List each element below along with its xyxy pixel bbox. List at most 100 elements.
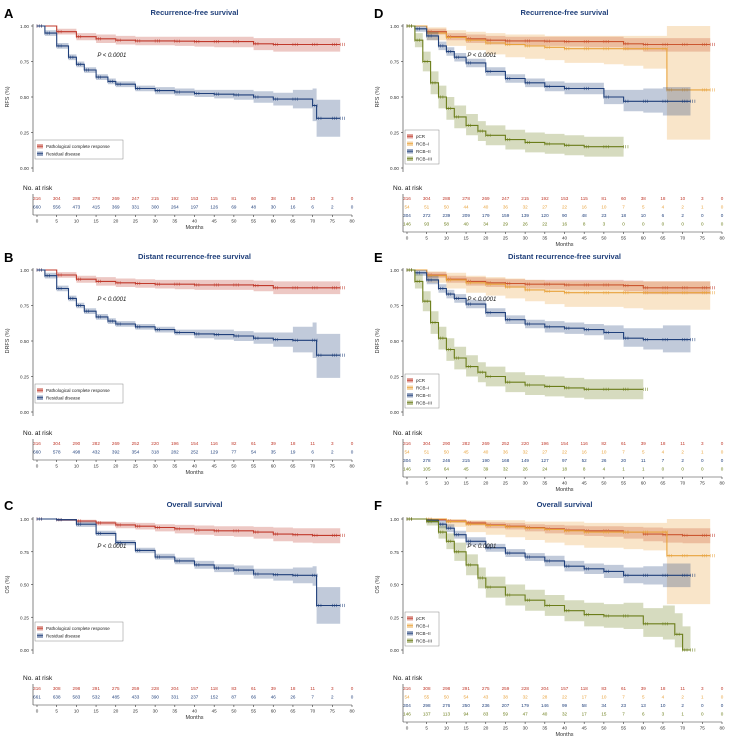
y-axis-label: RFS (%) [375,86,381,107]
y-tick-label: 0.50 [20,339,29,344]
x-tick-label: 20 [113,464,119,469]
series-pcr [406,24,715,52]
x-axis-label: Months [185,470,203,476]
x-axis-label: Months [185,715,203,721]
risk-count: 288 [443,196,451,201]
risk-count: 0 [721,205,724,210]
risk-count: 52 [582,458,588,463]
survival-line [407,269,691,341]
ci-band [37,519,341,624]
risk-count: 660 [33,450,41,455]
risk-count: 2 [681,205,684,210]
p-value: P < 0.0001 [467,544,496,550]
risk-count: 44 [464,205,470,210]
y-tick-label: 0.25 [390,615,399,620]
x-tick-label: 30 [153,464,159,469]
risk-count: 10 [660,703,666,708]
risk-count: 556 [53,205,61,210]
ci-band [407,26,691,116]
risk-count: 304 [423,441,431,446]
panel-d: D Recurrence-free survival 0.00 0.25 0.50 0.7… [374,6,725,248]
risk-count: 118 [211,686,219,691]
risk-count: 3 [701,686,704,691]
risk-count: 304 [53,196,61,201]
x-tick-label: 20 [113,219,119,224]
legend-label: RCB−I [416,386,429,391]
x-tick-label: 60 [271,219,277,224]
x-tick-label: 50 [601,726,607,731]
ci-band [407,270,711,310]
risk-count: 269 [482,196,490,201]
risk-count: 34 [601,703,607,708]
x-tick-label: 0 [406,726,409,731]
risk-count: 116 [211,441,219,446]
risk-count: 250 [462,703,470,708]
panel-a: A Recurrence-free survival 0.00 0.25 0.50 0.7… [4,6,355,231]
legend-label: RCB−II [416,149,431,154]
panel-e: E Distant recurrence-free survival 0.00 0.2… [374,250,725,493]
risk-count: 11 [680,686,685,691]
risk-count: 638 [53,695,61,700]
risk-count: 331 [171,695,179,700]
x-tick-label: 70 [680,726,686,731]
x-tick-label: 80 [719,481,725,486]
risk-count: 60 [621,196,627,201]
risk-count: 318 [151,450,159,455]
y-tick-label: 0.00 [390,410,399,415]
risk-count: 4 [662,205,665,210]
risk-count: 26 [601,458,607,463]
risk-count: 308 [423,686,431,691]
risk-count: 51 [424,450,430,455]
x-tick-label: 10 [444,236,450,241]
risk-count: 316 [33,196,41,201]
risk-count: 8 [583,467,586,472]
risk-row-rd: 660 556 473 415 369 331 300 264 197 126 69 48 30 16 6 2… [33,205,354,210]
risk-count: 220 [521,441,529,446]
risk-count: 1 [701,450,704,455]
y-tick-label: 1.00 [20,517,29,522]
risk-count: 82 [231,441,237,446]
x-tick-label: 60 [271,464,277,469]
risk-count: 0 [701,712,704,717]
risk-count: 83 [601,686,607,691]
x-tick-label: 20 [113,709,119,714]
risk-count: 47 [523,712,529,717]
ci-band [407,519,691,588]
risk-count: 11 [310,441,315,446]
risk-count: 23 [601,213,607,218]
risk-count: 36 [503,450,509,455]
risk-count: 149 [521,458,529,463]
x-tick-label: 0 [36,464,39,469]
risk-count: 54 [464,695,470,700]
risk-count: 7 [622,450,625,455]
risk-count: 272 [423,213,431,218]
x-axis-label: Months [555,242,573,248]
risk-count: 204 [171,686,179,691]
risk-count: 39 [641,441,647,446]
risk-count: 0 [701,213,704,218]
risk-count: 2 [681,703,684,708]
y-tick-label: 0.50 [20,583,29,588]
risk-count: 2 [681,450,684,455]
risk-count: 18 [562,467,568,472]
risk-count: 304 [403,458,411,463]
y-tick-label: 1.00 [20,24,29,29]
risk-count: 61 [621,441,627,446]
y-tick-label: 0.75 [390,304,399,309]
risk-count: 115 [581,196,589,201]
risk-count: 316 [403,196,411,201]
x-tick-label: 45 [212,709,218,714]
risk-count: 61 [251,441,257,446]
risk-table-title: No. at risk [23,185,53,192]
risk-count: 298 [443,686,451,691]
panel-f: F Overall survival 0.00 0.25 0.50 0.75 1.00 OS … [374,498,725,738]
risk-row-rd: 661 638 583 532 485 433 390 331 237 152 87 66 46 26 7 2… [33,695,354,700]
p-value: P < 0.0001 [97,297,126,303]
risk-count: 10 [601,205,607,210]
risk-count: 16 [582,205,588,210]
risk-count: 50 [444,205,450,210]
series-rcb1 [406,268,715,310]
ci-band [407,26,624,157]
risk-count: 118 [581,686,589,691]
risk-count: 120 [541,213,549,218]
